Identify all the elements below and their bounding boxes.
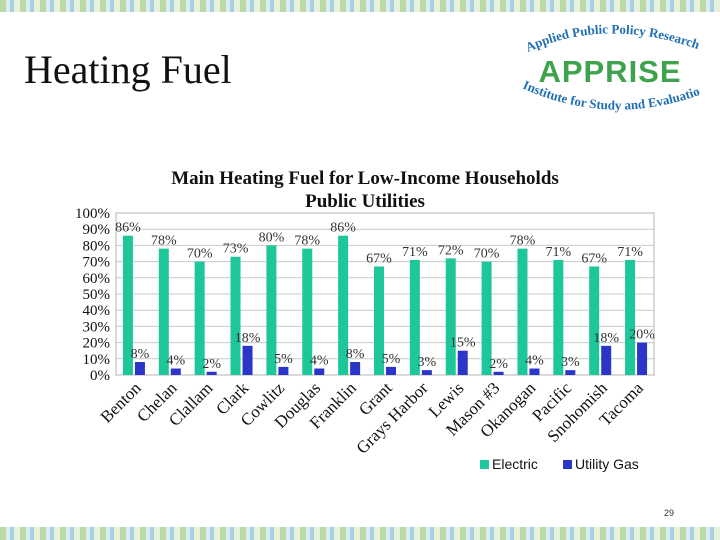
bar-electric: [409, 259, 420, 375]
chart-title: Main Heating Fuel for Low-Income Househo…: [171, 168, 559, 189]
bar-utility-gas: [278, 366, 289, 375]
value-label-gas: 3%: [561, 355, 580, 370]
bar-electric: [481, 261, 492, 375]
value-label-electric: 67%: [581, 251, 607, 266]
bar-utility-gas: [242, 345, 253, 375]
value-label-gas: 8%: [131, 347, 150, 362]
value-label-electric: 71%: [545, 245, 571, 260]
x-tick-label: Benton: [97, 378, 146, 427]
value-label-electric: 71%: [617, 245, 643, 260]
bar-utility-gas: [637, 342, 648, 375]
bar-utility-gas: [493, 371, 504, 375]
value-labels: 86% 8% 78% 4% 70% 2% 73% 18% 80% 5% 78% 4% 86% 8% 67% 5…: [115, 221, 655, 372]
value-label-gas: 5%: [382, 352, 401, 367]
legend: Electric Utility Gas: [480, 456, 639, 472]
bar-electric: [158, 248, 169, 375]
value-label-gas: 4%: [525, 354, 544, 369]
value-label-electric: 86%: [115, 221, 141, 236]
value-label-electric: 86%: [330, 221, 356, 236]
page-number: 29: [664, 508, 675, 518]
bar-electric: [517, 248, 528, 375]
bar-electric: [122, 235, 133, 375]
bar-utility-gas: [529, 368, 540, 375]
decorative-bottom-band: [0, 527, 720, 540]
legend-gas-label: Utility Gas: [575, 456, 639, 472]
bar-utility-gas: [601, 345, 612, 375]
value-label-gas: 18%: [593, 331, 619, 346]
y-tick-label: 70%: [83, 255, 111, 271]
y-tick-label: 60%: [83, 271, 111, 287]
bar-electric: [194, 261, 205, 375]
logo-top-text: Applied Public Policy Research: [523, 22, 702, 55]
value-label-gas: 2%: [202, 357, 221, 372]
bar-utility-gas: [170, 368, 181, 375]
bar-electric: [302, 248, 313, 375]
bar-electric: [374, 266, 384, 375]
y-tick-label: 0%: [90, 368, 110, 384]
value-label-gas: 5%: [274, 352, 293, 367]
bar-utility-gas: [206, 371, 217, 375]
bar-electric: [230, 256, 241, 375]
bar-utility-gas: [134, 362, 145, 375]
value-label-electric: 73%: [223, 242, 249, 257]
legend-gas-swatch: [563, 460, 572, 469]
y-tick-label: 10%: [83, 352, 111, 368]
value-label-electric: 78%: [294, 234, 320, 249]
bar-utility-gas: [421, 370, 432, 375]
bar-utility-gas: [565, 370, 576, 375]
value-label-electric: 70%: [187, 247, 213, 262]
value-label-gas: 15%: [450, 336, 476, 351]
value-label-gas: 4%: [166, 354, 185, 369]
bar-electric: [589, 266, 600, 375]
x-axis-labels: BentonChelanClallamClarkCowlitzDouglasFr…: [97, 378, 648, 458]
bar-utility-gas: [350, 362, 361, 375]
bar-electric: [445, 258, 456, 375]
decorative-top-band: [0, 0, 720, 12]
value-label-gas: 8%: [346, 347, 365, 362]
value-label-electric: 78%: [510, 234, 536, 249]
apprise-logo: Applied Public Policy Research APPRISE I…: [510, 22, 702, 113]
heating-fuel-chart: Main Heating Fuel for Low-Income Househo…: [75, 168, 655, 472]
value-label-gas: 3%: [418, 355, 437, 370]
value-label-electric: 78%: [151, 234, 177, 249]
bar-utility-gas: [314, 368, 325, 375]
bar-electric: [266, 245, 277, 375]
plot-border: [115, 212, 655, 376]
value-label-electric: 72%: [438, 243, 464, 258]
value-label-gas: 20%: [629, 328, 655, 343]
bar-utility-gas: [457, 350, 468, 375]
value-label-gas: 4%: [310, 354, 329, 369]
legend-electric-swatch: [480, 460, 489, 469]
slide-title: Heating Fuel: [24, 47, 232, 92]
value-label-electric: 71%: [402, 245, 428, 260]
value-label-gas: 2%: [489, 357, 508, 372]
bar-electric: [338, 235, 349, 375]
y-tick-label: 40%: [83, 303, 111, 319]
legend-electric-label: Electric: [492, 456, 538, 472]
y-tick-label: 50%: [83, 287, 111, 303]
bar-utility-gas: [386, 366, 396, 375]
y-tick-label: 30%: [83, 319, 111, 335]
value-label-electric: 70%: [474, 247, 500, 262]
y-axis-ticks: 0%10%20%30%40%50%60%70%80%90%100%: [75, 206, 110, 384]
grid-lines: [115, 212, 655, 376]
y-tick-label: 20%: [83, 336, 111, 352]
y-tick-label: 80%: [83, 238, 111, 254]
chart-subtitle: Public Utilities: [305, 191, 425, 212]
value-label-electric: 80%: [259, 230, 285, 245]
logo-main-text: APPRISE: [538, 54, 681, 89]
value-label-gas: 18%: [235, 331, 261, 346]
bar-electric: [553, 259, 564, 375]
y-tick-label: 100%: [75, 206, 110, 222]
bars: [122, 235, 648, 375]
value-label-electric: 67%: [366, 251, 392, 266]
bar-electric: [625, 259, 636, 375]
y-tick-label: 90%: [83, 222, 111, 238]
